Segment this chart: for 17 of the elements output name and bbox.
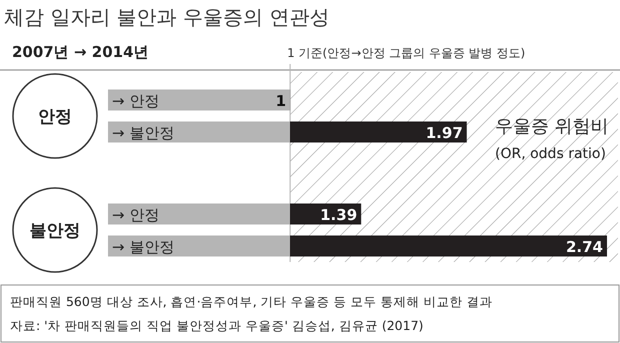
y-tick-label: → 불안정 xyxy=(112,124,174,142)
y-tick-label: → 불안정 xyxy=(112,238,174,256)
data-label: 1.97 xyxy=(426,124,463,142)
ref-line-label: 1 기준(안정→안정 그룹의 우울증 발병 정도) xyxy=(287,46,526,60)
data-label: 1 xyxy=(276,92,286,110)
text: 판매직원 560명 대상 조사, 흡연·음주여부, 기타 우울증 등 모두 통제해 비교한 결과 xyxy=(10,294,492,309)
y-tick-label: → 안정 xyxy=(112,92,160,110)
annotation: 우울증 위험비 xyxy=(495,116,609,137)
text: 불안정 xyxy=(30,221,80,241)
text: 2007년 → 2014년 xyxy=(12,43,149,61)
y-tick-label: → 안정 xyxy=(112,206,160,224)
annotation: (OR, odds ratio) xyxy=(495,146,606,162)
data-label: 2.74 xyxy=(566,238,603,256)
text: 안정 xyxy=(38,107,72,127)
data-label: 1.39 xyxy=(320,206,358,224)
text: 자료: '차 판매직원들의 직업 불안정성과 우울증' 김승섭, 김유균 (2017) xyxy=(10,318,424,333)
chart-title: 체감 일자리 불안과 우울증의 연관성 xyxy=(4,5,330,29)
